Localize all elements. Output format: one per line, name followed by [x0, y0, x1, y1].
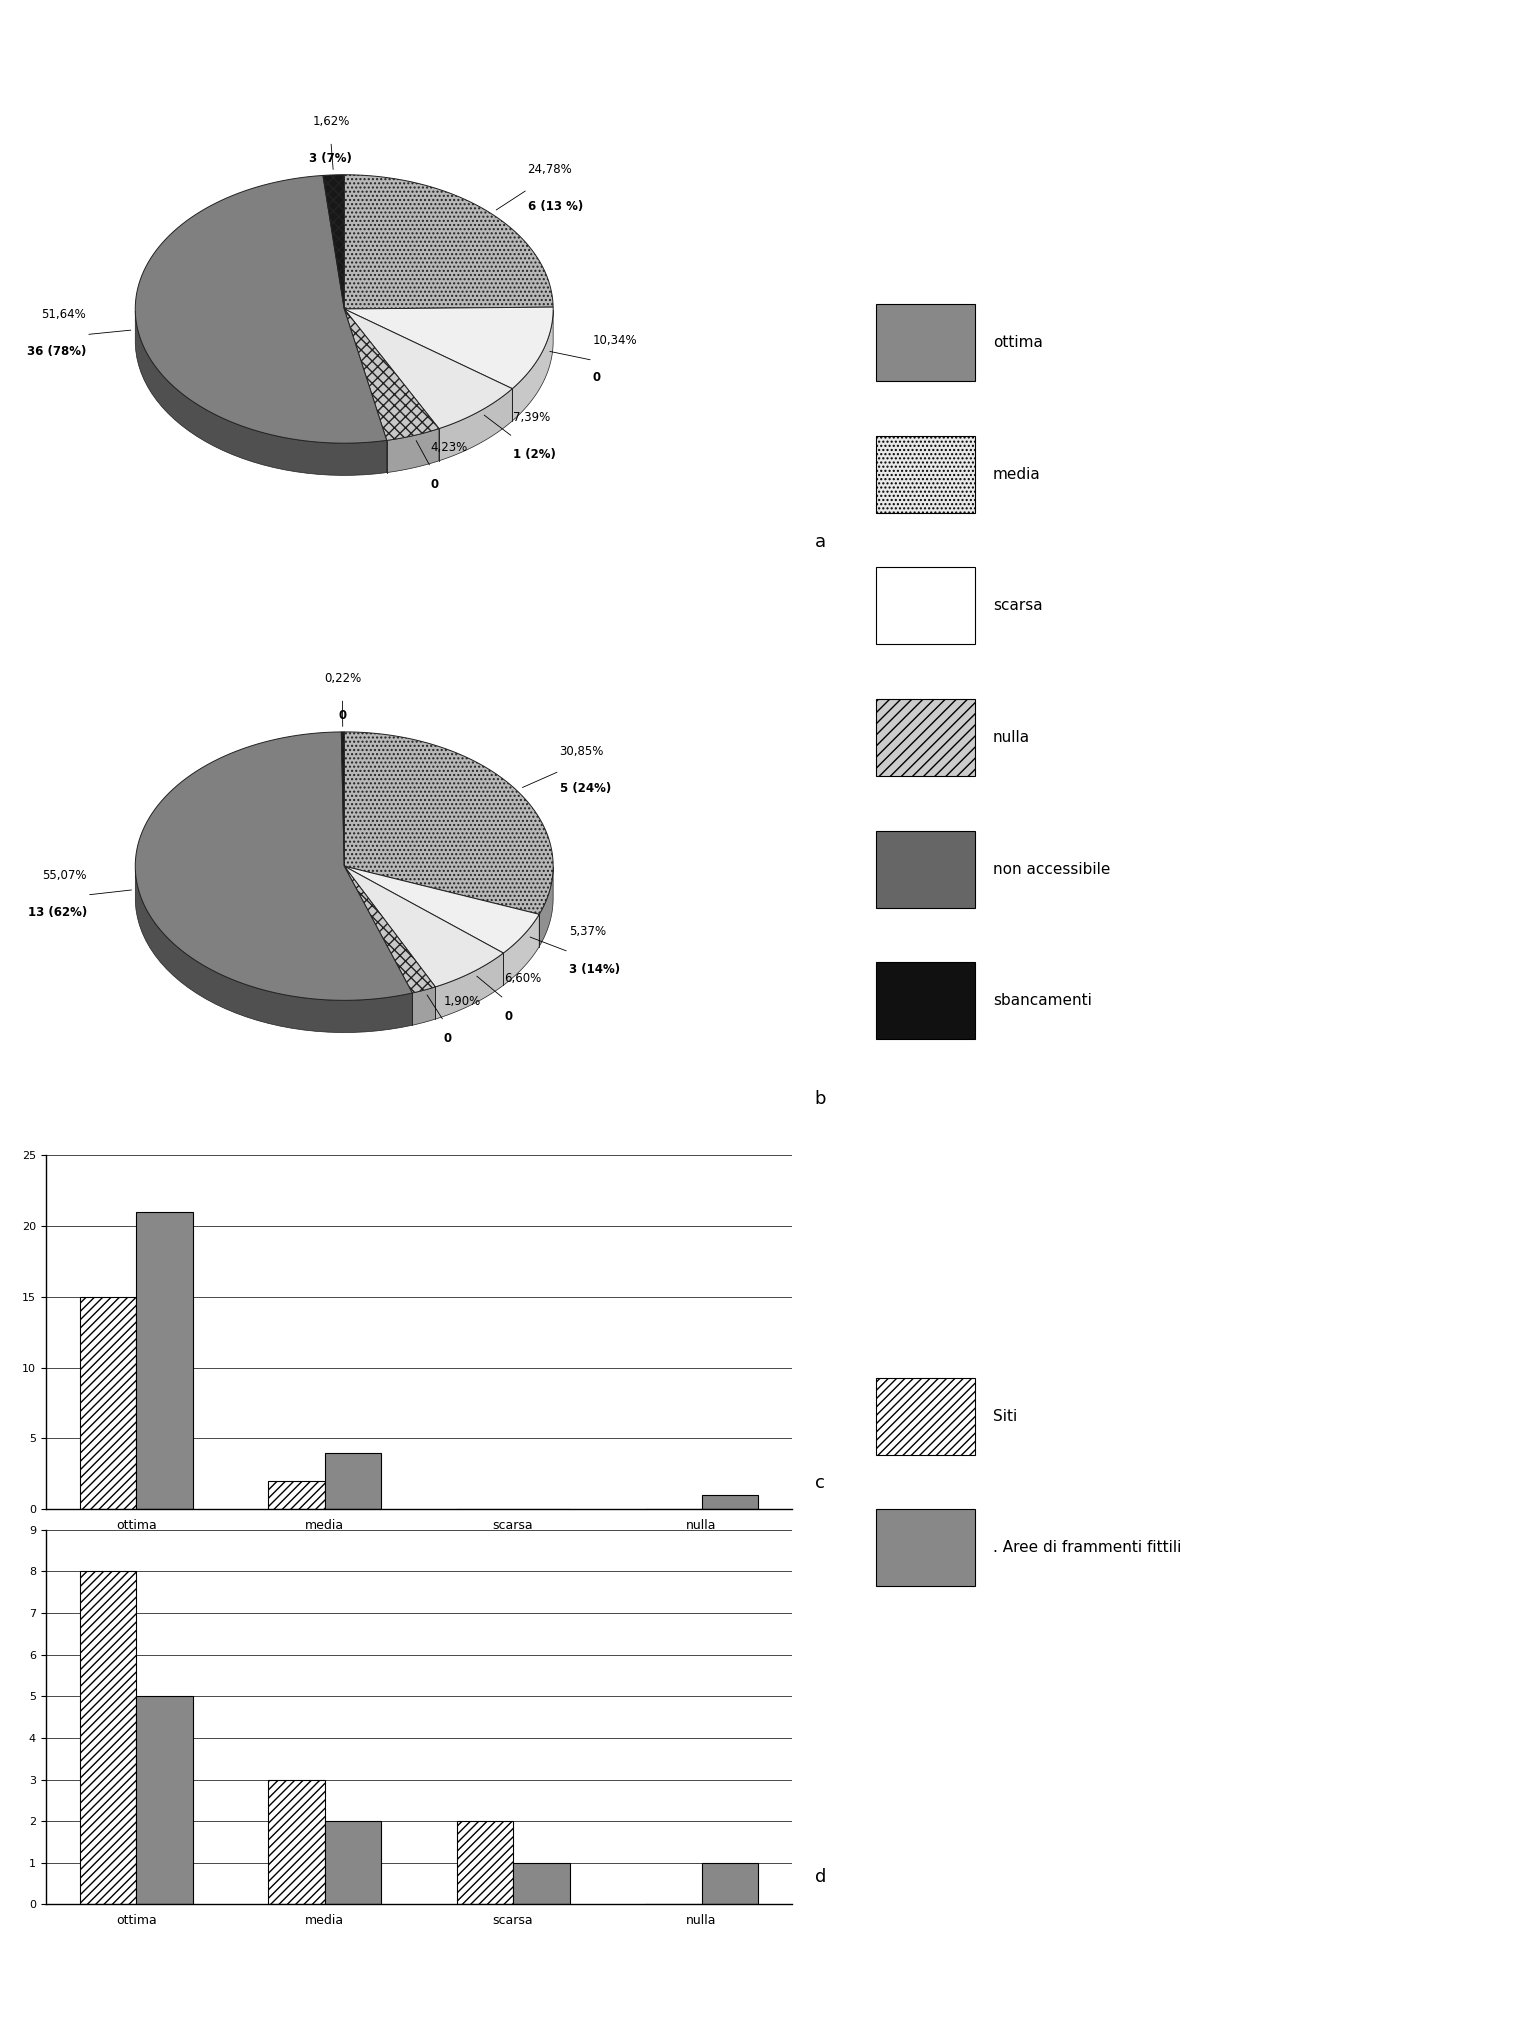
- Text: 0: 0: [338, 709, 346, 721]
- Polygon shape: [344, 867, 504, 987]
- Polygon shape: [136, 869, 413, 1033]
- Polygon shape: [323, 174, 344, 308]
- Polygon shape: [439, 389, 512, 460]
- Text: 10,34%: 10,34%: [592, 334, 638, 346]
- Text: 5 (24%): 5 (24%): [559, 782, 611, 794]
- Bar: [268, 1481, 324, 1509]
- Text: 1,90%: 1,90%: [443, 995, 481, 1007]
- Text: 51,64%: 51,64%: [41, 308, 87, 322]
- Bar: [513, 1862, 570, 1904]
- Bar: [457, 1821, 513, 1904]
- Text: 0: 0: [592, 371, 602, 385]
- Bar: [702, 1495, 758, 1509]
- Polygon shape: [136, 176, 387, 444]
- Polygon shape: [539, 867, 553, 946]
- Bar: [268, 1779, 324, 1904]
- Polygon shape: [344, 867, 436, 993]
- Text: c: c: [815, 1473, 824, 1491]
- Polygon shape: [344, 308, 512, 430]
- Polygon shape: [136, 312, 387, 476]
- Text: 36 (78%): 36 (78%): [27, 344, 87, 359]
- Text: 3 (7%): 3 (7%): [309, 152, 352, 166]
- Polygon shape: [387, 430, 439, 472]
- Text: scarsa: scarsa: [993, 598, 1043, 614]
- Text: 0: 0: [504, 1009, 512, 1023]
- Polygon shape: [341, 731, 344, 867]
- Polygon shape: [504, 914, 539, 985]
- Polygon shape: [512, 310, 553, 421]
- Text: non accessibile: non accessibile: [993, 861, 1110, 877]
- Polygon shape: [344, 308, 553, 389]
- Text: . Aree di frammenti fittili: . Aree di frammenti fittili: [993, 1540, 1182, 1556]
- Text: 1,62%: 1,62%: [312, 115, 350, 128]
- Bar: [702, 1862, 758, 1904]
- Bar: [79, 1572, 136, 1904]
- Text: 0,22%: 0,22%: [324, 673, 361, 685]
- Text: 6,60%: 6,60%: [504, 972, 541, 985]
- Text: d: d: [815, 1868, 825, 1886]
- Polygon shape: [344, 731, 553, 914]
- Text: nulla: nulla: [993, 729, 1030, 746]
- Polygon shape: [344, 308, 439, 440]
- Polygon shape: [436, 952, 504, 1019]
- Text: sbancamenti: sbancamenti: [993, 993, 1092, 1009]
- Polygon shape: [344, 867, 539, 952]
- Polygon shape: [344, 174, 553, 308]
- Bar: [79, 1297, 136, 1509]
- Text: 1 (2%): 1 (2%): [513, 448, 556, 460]
- Text: b: b: [815, 1090, 827, 1108]
- Text: a: a: [815, 533, 825, 551]
- Text: 0: 0: [443, 1031, 452, 1045]
- Text: 0: 0: [431, 478, 439, 490]
- Text: 30,85%: 30,85%: [559, 746, 605, 758]
- Text: Siti: Siti: [993, 1408, 1017, 1424]
- Bar: [136, 1212, 193, 1509]
- Text: 6 (13 %): 6 (13 %): [527, 201, 583, 213]
- Text: 24,78%: 24,78%: [527, 162, 573, 176]
- Bar: [324, 1821, 381, 1904]
- Text: 5,37%: 5,37%: [568, 926, 606, 938]
- Bar: [324, 1453, 381, 1509]
- Polygon shape: [136, 731, 413, 1001]
- Text: 55,07%: 55,07%: [43, 869, 87, 881]
- Polygon shape: [413, 987, 436, 1025]
- Text: 4,23%: 4,23%: [431, 442, 468, 454]
- Text: 13 (62%): 13 (62%): [27, 906, 87, 918]
- Text: media: media: [993, 466, 1040, 482]
- Text: ottima: ottima: [993, 334, 1043, 350]
- Bar: [136, 1696, 193, 1904]
- Text: 7,39%: 7,39%: [513, 411, 550, 423]
- Text: 3 (14%): 3 (14%): [568, 962, 620, 977]
